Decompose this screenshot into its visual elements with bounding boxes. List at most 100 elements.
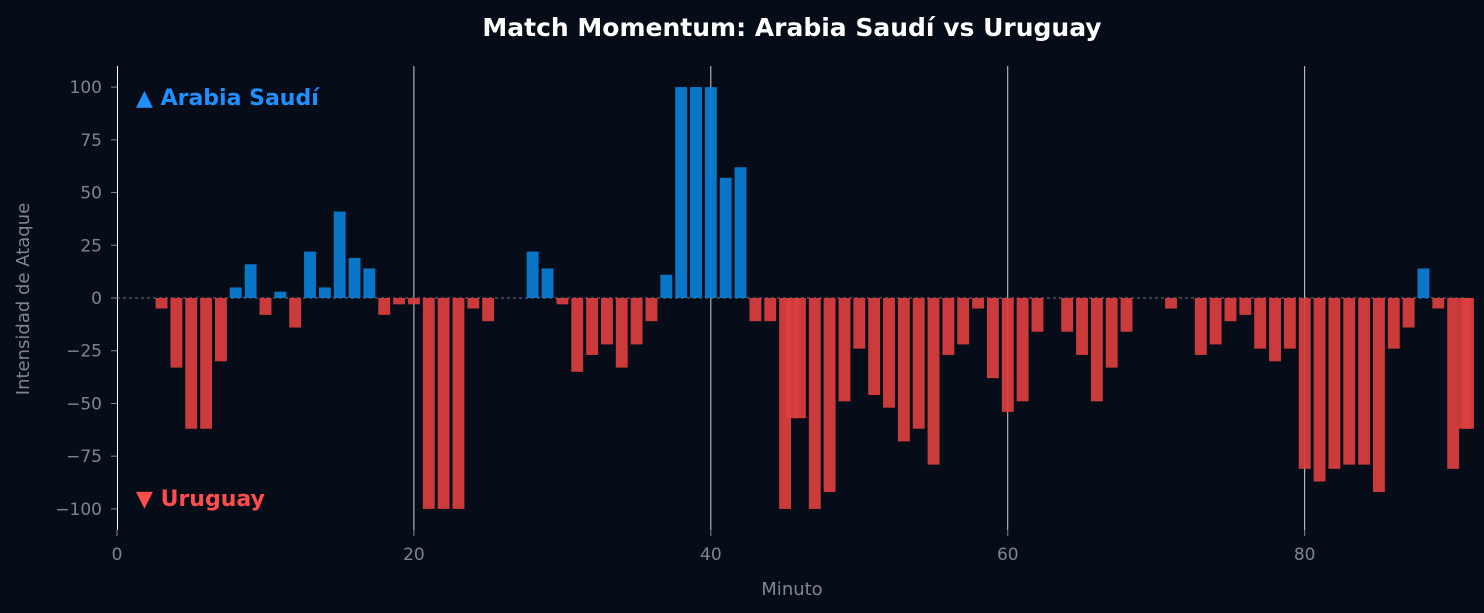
bar-minute-30: [556, 298, 569, 305]
bar-minute-8: [229, 287, 242, 298]
bar-minute-47: [808, 298, 821, 509]
bar-minute-67: [1105, 298, 1118, 368]
bar-minute-79: [1283, 298, 1296, 349]
bar-minute-74: [1209, 298, 1222, 345]
bar-minute-57: [957, 298, 970, 345]
bar-minute-15: [333, 211, 346, 298]
bar-minute-41: [719, 177, 732, 298]
bar-minute-53: [897, 298, 910, 442]
x-tick-label-20: 20: [403, 545, 425, 565]
x-tick-label-0: 0: [112, 545, 123, 565]
bar-minute-20: [407, 298, 420, 305]
bar-minute-17: [363, 268, 376, 298]
y-tick-label-1: 75: [80, 131, 102, 151]
bar-minute-90: [1447, 298, 1460, 469]
bar-minute-19: [393, 298, 406, 305]
chart-title: Match Momentum: Arabia Saudí vs Uruguay: [482, 13, 1101, 42]
y-tick-label-6: −50: [66, 394, 102, 414]
bar-minute-80: [1298, 298, 1311, 469]
bar-minute-7: [214, 298, 227, 362]
bar-minute-46: [793, 298, 806, 419]
x-tick-label-60: 60: [997, 545, 1019, 565]
bar-minute-76: [1239, 298, 1252, 315]
y-axis-label: Intensidad de Ataque: [13, 203, 34, 395]
y-tick-labels: 100 75 50 25 0 −25 −50 −75 −100: [55, 78, 117, 520]
bar-minute-6: [200, 298, 213, 429]
bar-minute-65: [1076, 298, 1088, 355]
bar-minute-35: [630, 298, 643, 345]
bar-minute-36: [645, 298, 658, 322]
bar-minute-83: [1343, 298, 1356, 465]
bar-minute-29: [541, 268, 554, 298]
legend-arabia-saudi: ▲ Arabia Saudí: [136, 86, 320, 111]
bar-minute-89: [1432, 298, 1445, 309]
bar-minute-50: [853, 298, 866, 349]
overlay-bar-0: [786, 298, 799, 419]
bar-minute-56: [942, 298, 955, 355]
bar-minute-31: [571, 298, 584, 372]
bar-minute-82: [1328, 298, 1341, 469]
bar-minute-3: [155, 298, 168, 309]
bar-minute-21: [422, 298, 435, 509]
bar-minute-54: [912, 298, 925, 429]
legend-uruguay: ▼ Uruguay: [136, 487, 265, 512]
bar-minute-58: [972, 298, 985, 309]
bar-minute-18: [378, 298, 391, 315]
bar-minute-64: [1061, 298, 1074, 332]
bar-minute-88: [1417, 268, 1430, 298]
overlay-bar-1: [1459, 298, 1471, 429]
bar-minute-42: [734, 167, 747, 298]
x-tick-label-40: 40: [700, 545, 722, 565]
bar-minute-14: [318, 287, 331, 298]
y-tick-label-7: −75: [66, 447, 102, 467]
bar-minute-75: [1224, 298, 1237, 322]
bar-minute-81: [1313, 298, 1326, 482]
bar-minute-66: [1090, 298, 1103, 402]
bar-minute-28: [526, 251, 539, 298]
bar-minute-24: [467, 298, 480, 309]
bar-minute-85: [1372, 298, 1385, 493]
bar-minute-61: [1016, 298, 1029, 402]
bar-minute-73: [1194, 298, 1207, 355]
bar-minute-71: [1165, 298, 1178, 309]
bar-minute-51: [868, 298, 881, 396]
bar-minute-10: [259, 298, 272, 315]
bar-minute-40: [704, 87, 717, 298]
x-axis-label: Minuto: [761, 579, 822, 600]
bar-minute-12: [289, 298, 302, 328]
bar-minute-22: [437, 298, 450, 509]
bar-minute-38: [675, 87, 688, 298]
bar-minute-16: [348, 257, 361, 298]
y-tick-label-2: 50: [80, 184, 102, 204]
bar-minute-25: [482, 298, 495, 322]
bar-minute-33: [600, 298, 613, 345]
bar-minute-59: [986, 298, 999, 379]
bar-minute-68: [1120, 298, 1133, 332]
x-tick-label-80: 80: [1294, 545, 1316, 565]
bar-minute-43: [749, 298, 762, 322]
bar-minute-62: [1031, 298, 1044, 332]
bar-minute-78: [1269, 298, 1281, 362]
bar-minute-60: [1001, 298, 1014, 412]
bar-minute-77: [1254, 298, 1267, 349]
bar-minute-87: [1402, 298, 1415, 328]
bar-minute-37: [660, 274, 673, 298]
y-tick-label-5: −25: [66, 342, 102, 362]
bar-minute-55: [927, 298, 940, 465]
bar-minute-32: [586, 298, 599, 355]
bar-minute-39: [690, 87, 702, 298]
bar-minute-4: [170, 298, 183, 368]
bar-minute-44: [764, 298, 777, 322]
bar-minute-5: [185, 298, 198, 429]
bar-minute-13: [304, 251, 316, 298]
bar-minute-52: [883, 298, 895, 408]
y-tick-label-0: 100: [70, 78, 102, 98]
bar-minute-86: [1387, 298, 1400, 349]
bars-group: [155, 87, 1474, 509]
bar-minute-45: [779, 298, 792, 509]
y-tick-label-3: 25: [80, 236, 102, 256]
bar-minute-23: [452, 298, 465, 509]
bar-minute-49: [838, 298, 851, 402]
bar-minute-48: [823, 298, 836, 493]
